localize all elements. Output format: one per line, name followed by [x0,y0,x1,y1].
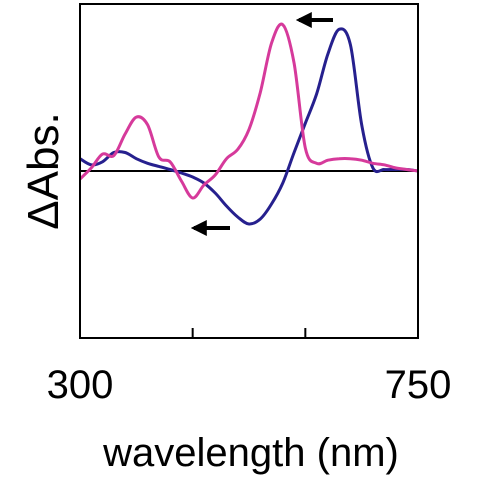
series-line-0 [79,27,419,226]
plot-frame [79,3,419,339]
x-tick-label-0: 300 [47,363,114,407]
x-tick-label-1: 750 [385,363,452,407]
plot-area [78,12,419,338]
series-line-1 [78,22,419,200]
y-axis-label: ΔAbs. [19,112,68,229]
x-axis-label: wavelength (nm) [102,431,399,475]
